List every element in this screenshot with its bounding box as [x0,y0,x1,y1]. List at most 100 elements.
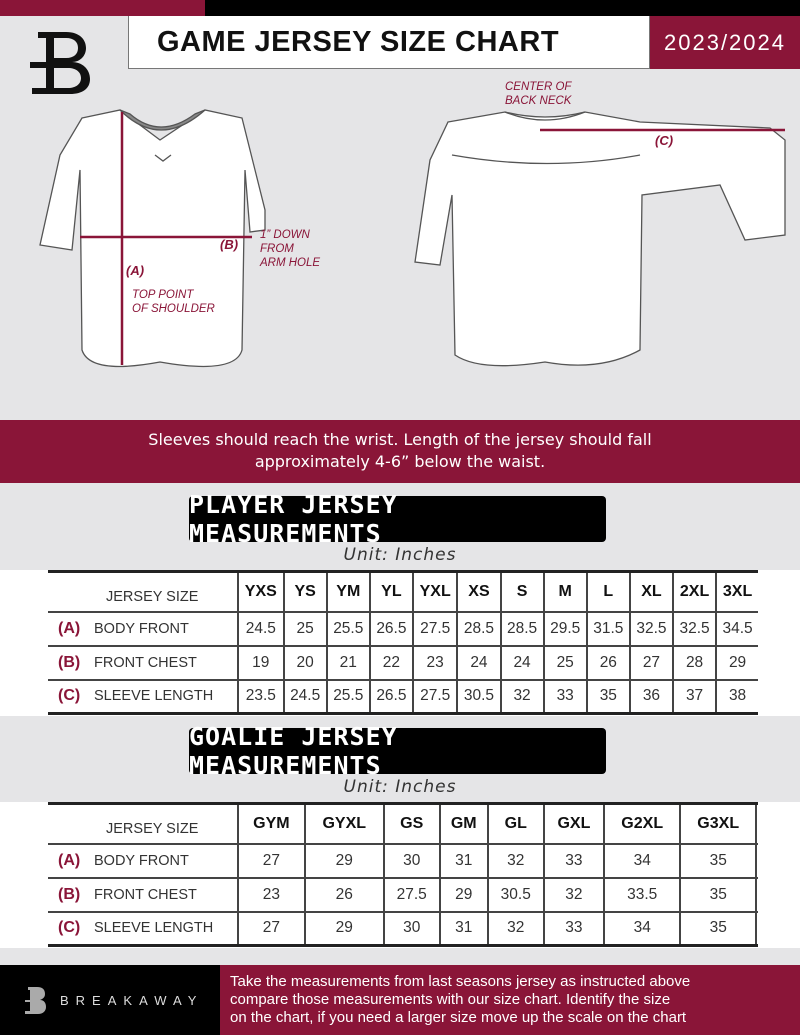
table-cell: 23.5 [237,679,284,715]
player-section-title: PLAYER JERSEY MEASUREMENTS [189,490,606,548]
row-label: (A) BODY FRONT [48,843,238,879]
row-name: BODY FRONT [94,852,189,869]
table-cell: 26 [303,877,384,913]
table-row: (C) SLEEVE LENGTH 27 29 30 31 32 33 34 35 [48,911,758,947]
size-label: JERSEY SIZE [48,802,238,845]
size-header: G2XL [603,802,681,845]
arm-hole-note: 1” DOWN FROM ARM HOLE [260,228,320,270]
row-label: (B) FRONT CHEST [48,877,238,913]
table-cell: 33 [542,679,587,715]
measurement-lines [80,112,785,365]
table-cell: 35 [679,877,757,913]
note-line: CENTER OF [505,81,572,93]
size-header: GYXL [303,802,384,845]
table-cell: 33 [542,911,605,947]
row-name: BODY FRONT [94,620,189,637]
footer-line: compare those measurements with our size… [230,991,671,1008]
table-row: (A) BODY FRONT 27 29 30 31 32 33 34 35 [48,843,758,879]
size-header: GL [486,802,544,845]
table-cell: 36 [628,679,673,715]
table-cell: 32 [486,843,544,879]
table-cell: 29 [438,877,488,913]
fit-note-line: approximately 4-6” below the waist. [254,452,546,471]
table-cell: 34 [603,843,681,879]
table-cell [755,911,758,947]
row-letter: (B) [58,653,81,671]
footer-line: on the chart, if you need a larger size … [230,1009,687,1026]
table-cell: 24 [456,645,501,681]
table-cell: 21 [325,645,370,681]
table-cell: 22 [368,645,413,681]
table-cell: 25 [542,645,587,681]
table-cell: 38 [715,679,758,715]
table-cell: 30.5 [456,679,501,715]
row-label: (C) SLEEVE LENGTH [48,911,238,947]
top-black-bar [205,0,800,16]
table-cell: 27 [237,843,305,879]
goalie-size-table: JERSEY SIZE GYM GYXL GS GM GL GXL G2XL G3XL (A) BO… [48,802,758,947]
label-a: (A) [126,263,145,278]
table-cell: 25.5 [325,679,370,715]
size-header: XS [456,570,501,613]
footer-instructions: Take the measurements from last seasons … [220,965,800,1035]
table-cell: 24 [499,645,544,681]
table-cell: 23 [411,645,458,681]
table-cell: 20 [282,645,327,681]
back-jersey [414,111,786,367]
footer-brand: BREAKAWAY [0,965,220,1035]
row-label: (B) FRONT CHEST [48,645,238,681]
goalie-unit: Unit: Inches [343,777,457,797]
table-cell: 33.5 [603,877,681,913]
row-letter: (C) [58,687,81,705]
size-header: 2XL [671,570,717,613]
row-name: SLEEVE LENGTH [94,920,214,937]
size-header: GXL [542,802,605,845]
size-header: YL [368,570,413,613]
table-cell: 30 [382,843,440,879]
table-cell: 24.5 [282,679,327,715]
size-header: L [585,570,630,613]
size-label: JERSEY SIZE [48,570,238,613]
size-header: XL [628,570,673,613]
size-header: YXS [237,570,284,613]
note-line: FROM [260,243,294,255]
breakaway-logo-small [25,987,46,1014]
size-header: 3XL [715,570,758,613]
player-size-table: JERSEY SIZE YXS YS YM YL YXL XS S M L XL 2XL 3XL (A) B… [48,570,758,715]
table-cell: 31.5 [585,611,630,647]
breakaway-logo [30,32,90,94]
page-title-box: GAME JERSEY SIZE CHART [128,16,650,69]
fit-note-line: Sleeves should reach the wrist. Length o… [148,430,652,449]
table-cell: 26 [585,645,630,681]
jersey-diagram [39,109,786,368]
table-cell: 24.5 [237,611,284,647]
table-cell: 31 [438,911,488,947]
row-letter: (A) [58,851,81,869]
table-cell: 28 [671,645,717,681]
back-neck-note: CENTER OF BACK NECK [505,80,571,108]
table-cell: 23 [237,877,305,913]
size-header: GM [438,802,488,845]
table-cell: 29 [715,645,758,681]
table-cell: 27 [628,645,673,681]
table-cell: 32 [486,911,544,947]
table-cell: 25 [282,611,327,647]
table-cell: 34.5 [715,611,758,647]
table-cell: 26.5 [368,611,413,647]
table-cell: 31 [438,843,488,879]
row-letter: (B) [58,885,81,903]
label-c: (C) [655,133,674,148]
row-name: SLEEVE LENGTH [94,688,214,705]
table-cell: 27 [237,911,305,947]
table-cell: 35 [679,911,757,947]
season-badge: 2023/2024 [650,16,800,69]
table-cell: 30.5 [486,877,544,913]
table-row: (B) FRONT CHEST 23 26 27.5 29 30.5 32 33.5 35 [48,877,758,913]
note-line: ARM HOLE [260,257,321,269]
table-cell: 29 [303,843,384,879]
size-header: M [542,570,587,613]
table-cell: 26.5 [368,679,413,715]
table-cell: 32.5 [628,611,673,647]
size-header: YM [325,570,370,613]
size-header [755,802,758,845]
